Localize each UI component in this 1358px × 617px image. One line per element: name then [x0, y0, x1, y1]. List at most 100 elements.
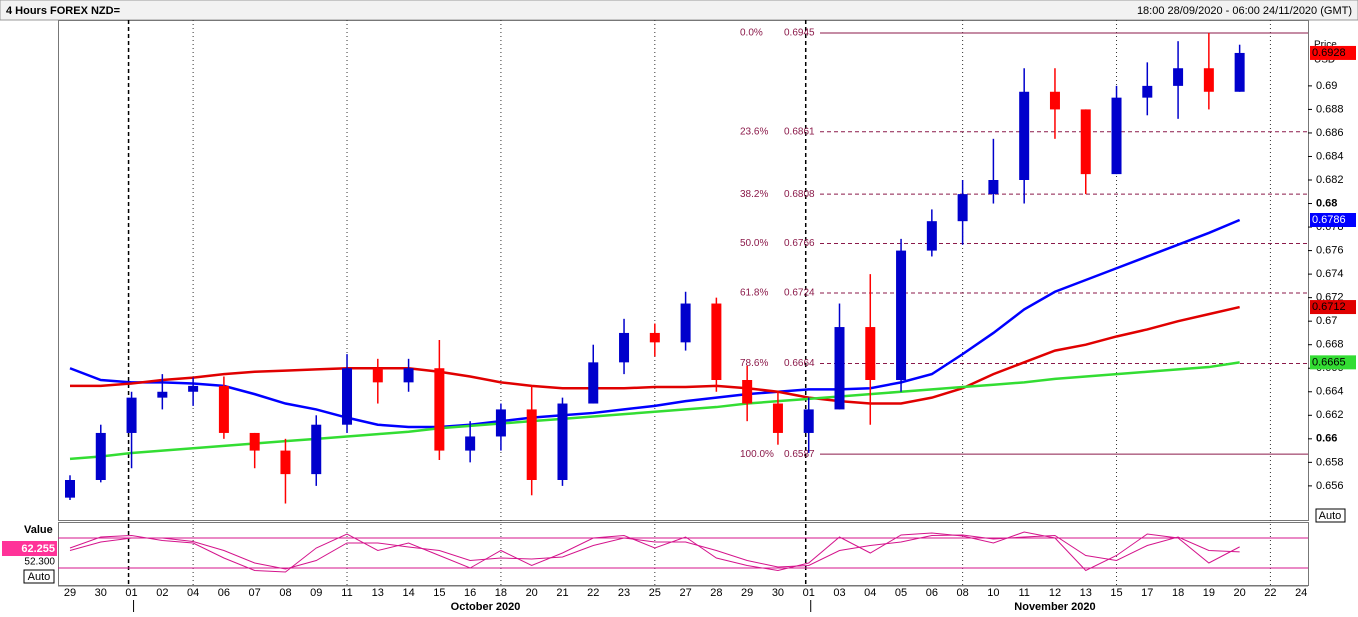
x-tick-label: 24: [1295, 587, 1307, 599]
fib-value: 0.6724: [784, 288, 815, 299]
x-tick-label: 18: [1172, 587, 1184, 599]
x-tick-label: 08: [279, 587, 291, 599]
x-tick-label: 15: [433, 587, 445, 599]
x-tick-label: 13: [1080, 587, 1092, 599]
x-tick-label: 15: [1110, 587, 1122, 599]
candle-body: [619, 332, 630, 363]
price-marker-label: 0.6786: [1312, 214, 1346, 226]
x-tick-label: 01: [125, 587, 137, 599]
candle-body: [1019, 91, 1030, 180]
y-tick-label: 0.668: [1316, 339, 1344, 351]
candle-body: [1234, 52, 1245, 92]
readout-d: 52.300: [24, 557, 55, 568]
price-marker: [1310, 300, 1356, 315]
candle-body: [280, 450, 291, 475]
auto-button[interactable]: [1315, 508, 1346, 523]
candle-body: [342, 368, 353, 425]
date-range: 18:00 28/09/2020 - 06:00 24/11/2020 (GMT…: [1137, 5, 1352, 17]
y-tick-label: 0.686: [1316, 127, 1344, 139]
y-tick-label: 0.674: [1316, 268, 1344, 280]
x-tick-label: 18: [495, 587, 507, 599]
x-tick-label: 06: [218, 587, 230, 599]
osc-auto-button[interactable]: [23, 569, 55, 584]
x-tick-label: 10: [987, 587, 999, 599]
readout-box: [2, 541, 57, 556]
x-tick-label: 02: [156, 587, 168, 599]
y-tick-label: 0.676: [1316, 244, 1344, 256]
fib-percent: 100.0%: [740, 449, 774, 460]
fib-percent: 0.0%: [740, 28, 763, 39]
x-tick-label: 16: [464, 587, 476, 599]
price-marker-label: 0.6928: [1312, 47, 1346, 59]
price-panel: [58, 20, 1309, 521]
candle-body: [434, 368, 445, 451]
price-marker: [1310, 213, 1356, 227]
y-axis-label: Price: [1314, 40, 1337, 51]
x-tick-label: 20: [526, 587, 538, 599]
x-tick-label: 28: [710, 587, 722, 599]
osc-auto-label[interactable]: Auto: [28, 571, 51, 583]
y-tick-label: 0.664: [1316, 386, 1344, 398]
candle-body: [1080, 109, 1091, 175]
x-tick-label: 08: [956, 587, 968, 599]
candle-body: [403, 368, 414, 383]
candle-body: [649, 332, 660, 343]
fib-value: 0.6587: [784, 449, 815, 460]
price-marker-label: 0.6712: [1312, 301, 1346, 313]
candle-body: [834, 327, 845, 410]
y-tick-label: 0.682: [1316, 174, 1344, 186]
candle-body: [526, 409, 537, 480]
x-tick-label: 09: [310, 587, 322, 599]
y-tick-label: 0.658: [1316, 456, 1344, 468]
fib-value: 0.6945: [784, 28, 815, 39]
x-tick-label: 04: [187, 587, 199, 599]
oscillator-line: [69, 534, 1240, 570]
x-tick-label: 30: [772, 587, 784, 599]
candle-body: [95, 432, 106, 480]
x-tick-label: 11: [341, 587, 352, 599]
moving-average: [69, 361, 1240, 461]
x-tick-label: 11: [1018, 587, 1029, 599]
candle-body: [1111, 97, 1122, 175]
fib-value: 0.6766: [784, 238, 815, 249]
fib-value: 0.6664: [784, 358, 815, 369]
x-tick-label: 23: [618, 587, 630, 599]
price-marker: [1310, 45, 1356, 60]
candle-body: [988, 180, 999, 195]
moving-average: [69, 218, 1241, 429]
y-tick-label: 0.688: [1316, 103, 1344, 115]
candle-body: [865, 327, 876, 380]
fib-percent: 61.8%: [740, 288, 768, 299]
candle-body: [803, 409, 814, 433]
fib-value: 0.6861: [784, 126, 815, 137]
y-axis-label: USD: [1314, 55, 1335, 66]
x-tick-label: 14: [402, 587, 414, 599]
x-tick-label: 07: [249, 587, 261, 599]
price-marker: [1310, 355, 1356, 370]
candle-body: [1049, 91, 1060, 110]
candle-body: [772, 403, 783, 433]
fib-percent: 50.0%: [740, 238, 768, 249]
candle-body: [1142, 85, 1153, 98]
y-tick-label: 0.67: [1316, 315, 1337, 327]
candle-body: [218, 385, 229, 433]
x-tick-label: 06: [926, 587, 938, 599]
x-tick-label: 19: [1203, 587, 1215, 599]
candle-body: [742, 380, 753, 404]
x-tick-label: 29: [741, 587, 753, 599]
candle-body: [896, 250, 907, 380]
x-tick-label: 12: [1049, 587, 1061, 599]
candle-body: [311, 424, 322, 475]
oscillator-label: Value: [24, 524, 53, 536]
x-tick-label: 22: [587, 587, 599, 599]
candle-body: [372, 368, 383, 383]
auto-label[interactable]: Auto: [1319, 510, 1342, 522]
candle-body: [680, 303, 691, 343]
x-tick-label: 20: [1234, 587, 1246, 599]
readout-k: 62.255: [21, 543, 55, 555]
x-tick-label: 30: [95, 587, 107, 599]
x-tick-label: 17: [1141, 587, 1153, 599]
